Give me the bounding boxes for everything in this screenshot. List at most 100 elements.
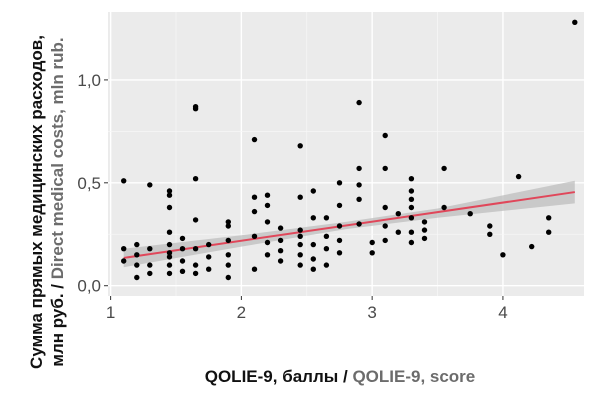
data-point [382, 223, 388, 229]
x-axis-ticks: 1 2 3 4 [106, 296, 508, 322]
data-point [166, 262, 173, 268]
data-point [356, 165, 362, 172]
data-point [264, 202, 271, 209]
data-point [336, 223, 343, 229]
data-point [147, 182, 153, 188]
data-point [500, 252, 506, 258]
data-points [121, 19, 578, 281]
data-point [297, 241, 303, 248]
data-point [179, 246, 186, 252]
data-point [264, 192, 271, 198]
data-point [310, 215, 316, 221]
data-point [166, 270, 173, 277]
data-point [264, 239, 271, 246]
data-point [251, 208, 258, 215]
y-tick-label: 0,0 [77, 277, 101, 296]
data-point [121, 258, 127, 264]
data-point [121, 246, 127, 252]
data-point [166, 192, 173, 198]
x-axis-title-en: QOLIE-9, score [352, 367, 476, 386]
data-point [336, 180, 343, 186]
data-point [206, 254, 212, 260]
data-point [166, 250, 173, 256]
y-axis-title-ru: млн руб. / [48, 279, 67, 367]
data-point [192, 270, 199, 277]
data-point [408, 239, 415, 246]
x-tick-label: 2 [237, 303, 246, 322]
data-point [408, 204, 415, 211]
data-point [421, 235, 428, 242]
data-point [382, 132, 388, 139]
data-point [179, 235, 186, 242]
data-point [225, 252, 231, 258]
data-point [251, 266, 258, 272]
data-point [356, 196, 362, 202]
data-point [297, 194, 303, 200]
regression-line [123, 191, 575, 259]
data-point [408, 188, 415, 194]
data-point [225, 237, 231, 244]
data-point [179, 258, 186, 264]
y-axis-title-en: Direct medical costs, mln rub. [48, 37, 67, 280]
data-point [336, 202, 343, 209]
data-point [134, 274, 140, 281]
data-point [134, 241, 140, 248]
data-point [192, 217, 199, 223]
data-point [408, 196, 415, 202]
data-point [487, 223, 493, 229]
data-point [225, 223, 231, 229]
data-point [166, 241, 173, 248]
data-point [277, 248, 284, 254]
data-point [166, 229, 173, 235]
x-tick-label: 4 [498, 303, 507, 322]
data-point [277, 258, 284, 264]
data-point [323, 246, 330, 252]
data-point [134, 262, 140, 268]
data-point [147, 270, 153, 277]
data-point [277, 237, 284, 244]
data-point [179, 268, 186, 274]
data-point [323, 262, 330, 268]
data-point [297, 252, 303, 258]
data-point [408, 229, 415, 235]
data-point [487, 231, 493, 237]
data-point [297, 262, 303, 268]
y-axis-title-line-1: Сумма прямых медицинских расходов, [27, 35, 46, 369]
y-tick-label: 0,5 [77, 174, 101, 193]
data-point [310, 241, 316, 248]
data-point [147, 246, 153, 252]
data-point [310, 188, 316, 194]
data-point [408, 176, 415, 182]
data-point [251, 136, 258, 143]
grid-lines [108, 12, 584, 296]
x-tick-label: 3 [367, 303, 376, 322]
data-point [467, 211, 473, 217]
data-point [382, 165, 388, 172]
data-point [336, 237, 343, 244]
y-axis-ticks: 0,0 0,5 1,0 [77, 71, 108, 296]
y-tick-label: 1,0 [77, 71, 101, 90]
data-point [251, 233, 258, 239]
data-point [395, 211, 401, 217]
data-point [529, 243, 535, 250]
data-point [264, 252, 271, 258]
data-point [166, 254, 173, 260]
data-point [546, 215, 552, 221]
x-axis-title-ru: QOLIE-9, баллы / [204, 367, 353, 386]
data-point [297, 227, 303, 233]
data-point [323, 233, 330, 239]
data-point [297, 233, 303, 239]
data-point [166, 204, 173, 211]
data-point [421, 227, 428, 233]
data-point [369, 250, 375, 256]
data-point [192, 106, 199, 112]
data-point [121, 178, 127, 184]
data-point [310, 256, 316, 262]
data-point [147, 262, 153, 268]
data-point [166, 188, 173, 194]
data-point [225, 262, 231, 268]
data-point [134, 252, 140, 258]
data-point [206, 241, 212, 248]
data-point [369, 239, 375, 246]
